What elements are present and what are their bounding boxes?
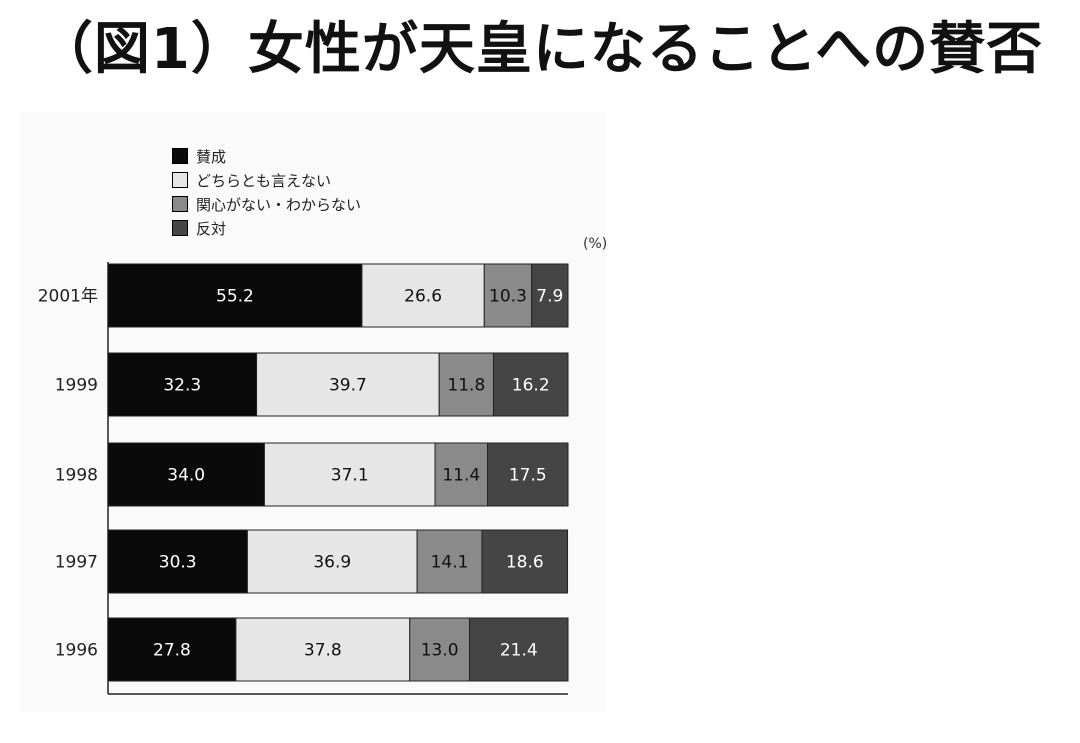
data-label-no-interest: 10.3 — [489, 287, 527, 307]
legend-item-neutral: どちらとも言えない — [172, 171, 332, 190]
legend-label-oppose: 反対 — [196, 219, 227, 238]
legend-item-support: 賛成 — [172, 147, 227, 166]
chart-panel: 賛成 どちらとも言えない 関心がない・わからない 反対 (%) 2001年 55.… — [20, 112, 608, 712]
bar-segment-support — [107, 263, 363, 328]
year-label: 1997 — [55, 553, 98, 573]
bar-segment-neutral — [256, 352, 440, 417]
legend-swatch-neutral — [172, 172, 188, 188]
bar-segment-no-interest — [438, 352, 494, 417]
bar-segment-oppose — [481, 529, 569, 594]
data-label-support: 55.2 — [216, 287, 254, 307]
bar-segment-oppose — [469, 617, 569, 682]
data-label-oppose: 17.5 — [509, 466, 547, 486]
bar-segment-support — [107, 529, 248, 594]
data-label-neutral: 37.8 — [304, 641, 342, 661]
bar-segment-support — [107, 617, 237, 682]
data-label-neutral: 26.6 — [404, 287, 442, 307]
stacked-bar-chart: 2001年 55.2 26.6 10.3 7.9 1999 32.3 39.7 11.8 16.2… — [38, 262, 569, 695]
data-label-support: 34.0 — [167, 466, 205, 486]
year-label: 1998 — [55, 466, 98, 486]
year-label: 1996 — [55, 641, 98, 661]
data-label-no-interest: 13.0 — [421, 641, 459, 661]
data-label-oppose: 21.4 — [500, 641, 538, 661]
legend-label-support: 賛成 — [196, 147, 227, 166]
bar-segment-neutral — [361, 263, 485, 328]
bar-segment-no-interest — [409, 617, 471, 682]
bar-segment-oppose — [487, 442, 569, 507]
data-label-neutral: 37.1 — [331, 466, 369, 486]
legend-label-neutral: どちらとも言えない — [196, 171, 332, 190]
data-label-no-interest: 14.1 — [431, 553, 469, 573]
data-label-support: 30.3 — [159, 553, 197, 573]
page-title: （図1）女性が天皇になることへの賛否 — [36, 17, 1044, 82]
bar-segment-oppose — [531, 263, 569, 328]
legend-swatch-oppose — [172, 220, 188, 236]
data-label-oppose: 18.6 — [506, 553, 544, 573]
legend-label-no-interest: 関心がない・わからない — [196, 195, 362, 214]
data-label-no-interest: 11.4 — [442, 466, 480, 486]
legend-swatch-support — [172, 148, 188, 164]
year-label: 2001年 — [38, 287, 98, 307]
legend-swatch-no-interest — [172, 196, 188, 212]
bar-segment-neutral — [235, 617, 411, 682]
bar-segment-no-interest — [434, 442, 488, 507]
bar-segment-support — [107, 352, 258, 417]
bar-segment-support — [107, 442, 265, 507]
data-label-oppose: 16.2 — [512, 376, 550, 396]
data-label-support: 32.3 — [163, 376, 201, 396]
year-label: 1999 — [55, 376, 98, 396]
bar-segment-no-interest — [483, 263, 533, 328]
bar-segment-neutral — [263, 442, 436, 507]
bar-segment-oppose — [492, 352, 569, 417]
bar-segment-no-interest — [416, 529, 483, 594]
data-label-neutral: 39.7 — [329, 376, 367, 396]
legend-item-oppose: 反対 — [172, 219, 227, 238]
data-label-neutral: 36.9 — [313, 553, 351, 573]
bar-segment-neutral — [246, 529, 418, 594]
data-label-oppose: 7.9 — [536, 287, 563, 307]
legend-item-no-interest: 関心がない・わからない — [172, 195, 362, 214]
data-label-support: 27.8 — [153, 641, 191, 661]
unit-label: (%) — [583, 236, 608, 252]
data-label-no-interest: 11.8 — [447, 376, 485, 396]
